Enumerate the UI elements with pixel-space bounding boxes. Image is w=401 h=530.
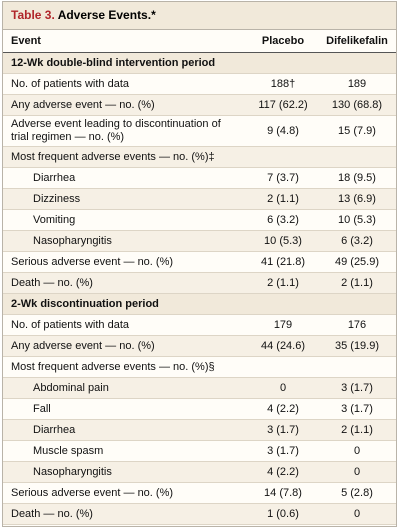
table-row: Most frequent adverse events — no. (%)§ [3,356,396,378]
placebo-cell: 179 [248,314,318,336]
difelikefalin-cell: 176 [318,314,396,336]
event-cell: Most frequent adverse events — no. (%)‡ [3,146,248,168]
adverse-events-table: Event Placebo Difelikefalin 12-Wk double… [3,30,396,525]
placebo-cell [248,146,318,168]
table-row: Diarrhea 7 (3.7) 18 (9.5) [3,167,396,189]
table-row: Dizziness 2 (1.1) 13 (6.9) [3,188,396,210]
difelikefalin-cell: 5 (2.8) [318,482,396,504]
event-cell: Muscle spasm [3,440,248,462]
placebo-cell: 3 (1.7) [248,419,318,441]
event-cell: Fall [3,398,248,420]
table-row: Death — no. (%) 1 (0.6) 0 [3,503,396,525]
event-cell: Diarrhea [3,419,248,441]
placebo-cell: 1 (0.6) [248,503,318,525]
placebo-cell: 188† [248,73,318,95]
placebo-cell: 10 (5.3) [248,230,318,252]
event-cell: No. of patients with data [3,314,248,336]
placebo-cell: 44 (24.6) [248,335,318,357]
difelikefalin-cell: 130 (68.8) [318,94,396,116]
table-frame: Table 3. Adverse Events.* Event Placebo … [2,1,397,527]
event-cell: No. of patients with data [3,73,248,95]
event-cell: Serious adverse event — no. (%) [3,251,248,273]
event-cell: Serious adverse event — no. (%) [3,482,248,504]
event-cell: Nasopharyngitis [3,461,248,483]
table-row: Fall 4 (2.2) 3 (1.7) [3,398,396,420]
difelikefalin-cell: 13 (6.9) [318,188,396,210]
difelikefalin-cell [318,356,396,378]
difelikefalin-cell: 2 (1.1) [318,272,396,294]
table-body: 12-Wk double-blind intervention period No… [3,52,396,525]
event-cell: Death — no. (%) [3,272,248,294]
table-title-bar: Table 3. Adverse Events.* [3,2,396,30]
event-cell: Most frequent adverse events — no. (%)§ [3,356,248,378]
section-row: 2-Wk discontinuation period [3,293,396,315]
placebo-cell: 4 (2.2) [248,398,318,420]
placebo-cell: 117 (62.2) [248,94,318,116]
header-cell: Placebo [248,30,318,53]
placebo-cell: 3 (1.7) [248,440,318,462]
table-row: Serious adverse event — no. (%) 41 (21.8)… [3,251,396,273]
placebo-cell: 2 (1.1) [248,188,318,210]
table-row: Diarrhea 3 (1.7) 2 (1.1) [3,419,396,441]
placebo-cell: 14 (7.8) [248,482,318,504]
table-row: Any adverse event — no. (%) 44 (24.6) 35 (… [3,335,396,357]
difelikefalin-cell: 0 [318,461,396,483]
placebo-cell: 0 [248,377,318,399]
difelikefalin-cell: 0 [318,440,396,462]
table-row: Nasopharyngitis 10 (5.3) 6 (3.2) [3,230,396,252]
section-title: 2-Wk discontinuation period [3,293,396,315]
table-row: Adverse event leading to discontinuation… [3,115,396,147]
difelikefalin-cell: 3 (1.7) [318,377,396,399]
table-row: No. of patients with data 188† 189 [3,73,396,95]
difelikefalin-cell: 49 (25.9) [318,251,396,273]
difelikefalin-cell: 35 (19.9) [318,335,396,357]
event-cell: Death — no. (%) [3,503,248,525]
section-row: 12-Wk double-blind intervention period [3,52,396,74]
event-cell: Diarrhea [3,167,248,189]
difelikefalin-cell: 3 (1.7) [318,398,396,420]
section-title: 12-Wk double-blind intervention period [3,52,396,74]
table-row: Muscle spasm 3 (1.7) 0 [3,440,396,462]
difelikefalin-cell [318,146,396,168]
header-cell: Event [3,30,248,53]
table-title: Adverse Events.* [57,8,156,22]
table-row: Abdominal pain 0 3 (1.7) [3,377,396,399]
placebo-cell: 4 (2.2) [248,461,318,483]
placebo-cell: 6 (3.2) [248,209,318,231]
table-row: Nasopharyngitis 4 (2.2) 0 [3,461,396,483]
placebo-cell [248,356,318,378]
event-cell: Abdominal pain [3,377,248,399]
table-row: Most frequent adverse events — no. (%)‡ [3,146,396,168]
placebo-cell: 9 (4.8) [248,115,318,147]
event-cell: Adverse event leading to discontinuation… [3,115,248,147]
placebo-cell: 41 (21.8) [248,251,318,273]
table-row: No. of patients with data 179 176 [3,314,396,336]
difelikefalin-cell: 2 (1.1) [318,419,396,441]
event-cell: Nasopharyngitis [3,230,248,252]
difelikefalin-cell: 18 (9.5) [318,167,396,189]
table-row: Death — no. (%) 2 (1.1) 2 (1.1) [3,272,396,294]
difelikefalin-cell: 15 (7.9) [318,115,396,147]
difelikefalin-cell: 189 [318,73,396,95]
event-cell: Dizziness [3,188,248,210]
header-row: Event Placebo Difelikefalin [3,30,396,53]
difelikefalin-cell: 6 (3.2) [318,230,396,252]
table-row: Serious adverse event — no. (%) 14 (7.8) 5… [3,482,396,504]
placebo-cell: 2 (1.1) [248,272,318,294]
table-label: Table 3. [11,8,55,22]
event-cell: Vomiting [3,209,248,231]
difelikefalin-cell: 10 (5.3) [318,209,396,231]
event-cell: Any adverse event — no. (%) [3,335,248,357]
table-row: Vomiting 6 (3.2) 10 (5.3) [3,209,396,231]
difelikefalin-cell: 0 [318,503,396,525]
placebo-cell: 7 (3.7) [248,167,318,189]
header-cell: Difelikefalin [318,30,396,53]
event-cell: Any adverse event — no. (%) [3,94,248,116]
table-row: Any adverse event — no. (%) 117 (62.2) 130… [3,94,396,116]
